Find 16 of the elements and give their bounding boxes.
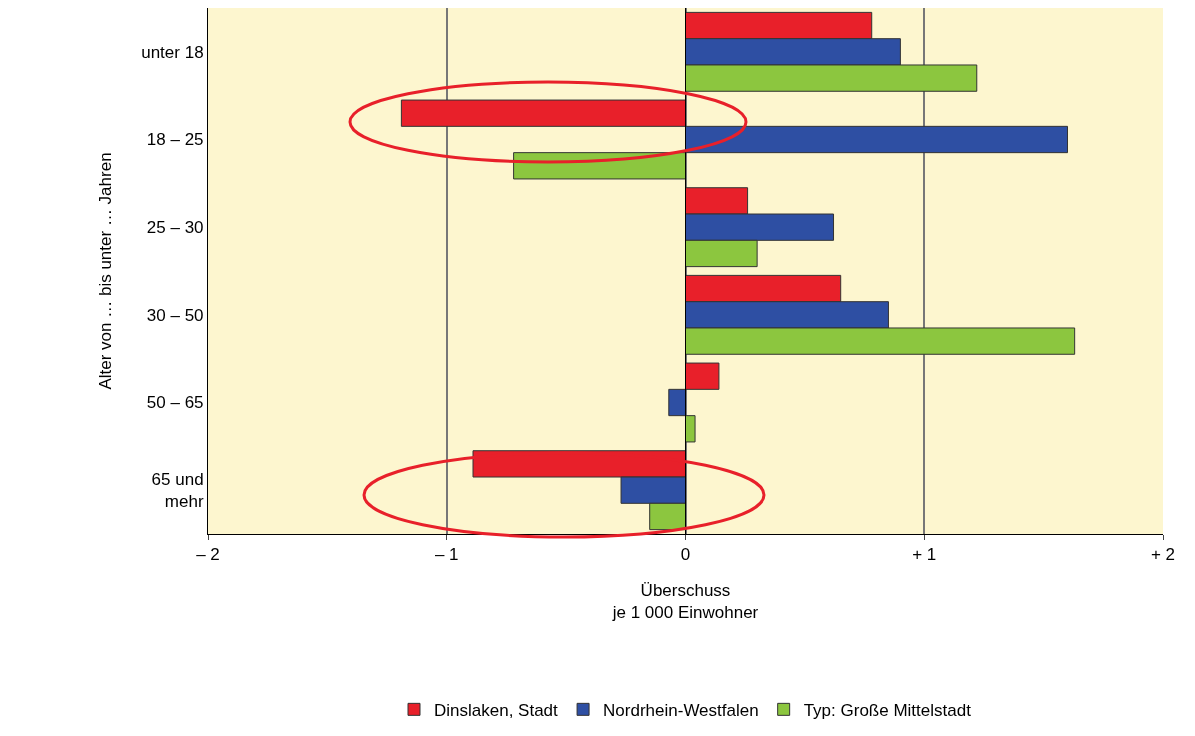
x-axis-title: Überschuss je 1 000 Einwohner (611, 580, 759, 622)
x-tick-label: – 1 (434, 545, 459, 565)
x-tick-label: + 1 (912, 545, 937, 565)
y-tick-label: 25 – 30 (146, 218, 204, 238)
y-tick-label: 18 – 25 (146, 130, 204, 150)
y-tick-label: unter 18 (141, 42, 204, 62)
y-tick-label: 50 – 65 (146, 393, 204, 413)
y-axis-title: Alter von … bis unter … Jahren (95, 152, 115, 390)
x-tick-label: – 2 (196, 545, 220, 565)
y-tick-label: 30 – 50 (146, 305, 204, 325)
y-tick-label: 65 und mehr (151, 470, 204, 512)
x-tick-label: + 2 (1150, 545, 1176, 565)
legend-label: Nordrhein-Westfalen (603, 700, 759, 720)
legend-label: Typ: Große Mittelstadt (803, 700, 972, 720)
legend-label: Dinslaken, Stadt (434, 700, 559, 720)
x-tick-label: 0 (680, 545, 691, 565)
